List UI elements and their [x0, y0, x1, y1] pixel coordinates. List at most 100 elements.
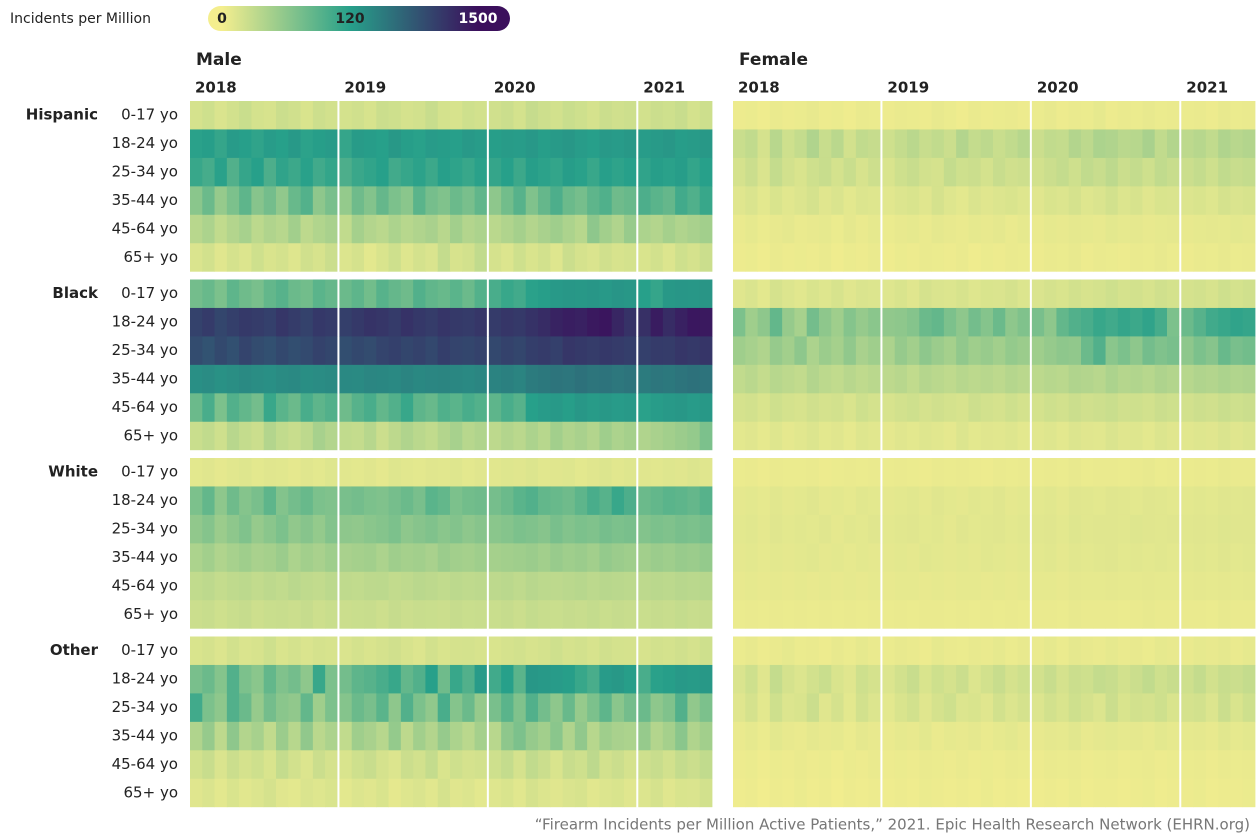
- heat-cell: [650, 543, 664, 573]
- heat-cell: [587, 307, 600, 337]
- heat-cell: [525, 393, 539, 423]
- heat-cell: [388, 600, 402, 629]
- heat-cell: [699, 693, 713, 723]
- heat-cell: [488, 778, 502, 808]
- heat-cell: [276, 279, 289, 309]
- heat-cell: [462, 129, 475, 159]
- heat-cell: [1056, 364, 1070, 394]
- heat-cell: [745, 721, 758, 751]
- heat-cell: [1056, 778, 1070, 808]
- heat-cell: [733, 364, 746, 394]
- heat-cell: [525, 721, 539, 751]
- heat-cell: [931, 307, 945, 337]
- heat-cell: [1230, 243, 1244, 272]
- heat-cell: [525, 279, 539, 309]
- heat-cell: [488, 364, 502, 394]
- heat-cell: [376, 486, 389, 516]
- heat-cell: [1081, 157, 1094, 187]
- heat-cell: [1017, 664, 1030, 694]
- heat-cell: [1117, 543, 1131, 573]
- heat-cell: [550, 364, 563, 394]
- heat-cell: [1105, 721, 1119, 751]
- heat-cell: [1056, 101, 1070, 130]
- heat-cell: [239, 186, 252, 216]
- heat-cell: [1181, 243, 1194, 272]
- heat-cell: [525, 636, 539, 666]
- heat-cell: [425, 186, 439, 216]
- heat-cell: [1056, 393, 1070, 423]
- heat-cell: [263, 750, 277, 780]
- heat-cell: [276, 693, 289, 723]
- heat-cell: [501, 664, 514, 694]
- heat-cell: [550, 307, 563, 337]
- heat-cell: [1167, 636, 1180, 666]
- heat-cell: [1130, 750, 1143, 780]
- heat-cell: [312, 393, 326, 423]
- heat-cell: [300, 279, 314, 309]
- heat-cell: [868, 421, 881, 451]
- heat-cell: [662, 157, 676, 187]
- heat-cell: [376, 543, 389, 573]
- heat-cell: [919, 636, 932, 666]
- heat-cell: [599, 157, 613, 187]
- heat-cell: [1105, 214, 1119, 244]
- heat-cell: [501, 336, 514, 366]
- heat-cell: [263, 636, 277, 666]
- heat-cell: [226, 721, 240, 751]
- heat-cell: [425, 571, 439, 601]
- heat-cell: [1031, 214, 1045, 244]
- heat-cell: [843, 364, 857, 394]
- heat-cell: [513, 214, 527, 244]
- heat-cell: [1193, 243, 1207, 272]
- heat-cell: [943, 778, 957, 808]
- heat-cell: [276, 543, 289, 573]
- heat-cell: [1105, 778, 1119, 808]
- heat-cell: [263, 243, 277, 272]
- heat-cell: [993, 543, 1006, 573]
- heat-cell: [843, 101, 857, 130]
- heat-cell: [587, 129, 600, 159]
- heat-cell: [325, 101, 338, 130]
- race-label: Black: [52, 284, 99, 302]
- heat-cell: [968, 600, 982, 629]
- heat-cell: [1205, 214, 1219, 244]
- heat-cell: [190, 214, 203, 244]
- heat-cell: [190, 279, 203, 309]
- heat-cell: [769, 186, 783, 216]
- heat-cell: [1218, 693, 1231, 723]
- heat-cell: [251, 421, 265, 451]
- heat-cell: [202, 600, 215, 629]
- heat-cell: [312, 421, 326, 451]
- heat-cell: [1193, 129, 1207, 159]
- heat-cell: [782, 214, 795, 244]
- heat-cell: [462, 393, 475, 423]
- heat-cell: [450, 664, 463, 694]
- heat-cell: [699, 600, 713, 629]
- heat-cell: [1093, 600, 1106, 629]
- heat-cell: [868, 364, 881, 394]
- age-label: 35-44 yo: [112, 191, 178, 209]
- heat-cell: [1117, 101, 1131, 130]
- heat-cell: [1205, 336, 1219, 366]
- heat-cell: [1031, 693, 1045, 723]
- heat-cell: [675, 364, 688, 394]
- heat-cell: [794, 458, 808, 487]
- heat-cell: [325, 307, 338, 337]
- heat-cell: [1193, 279, 1207, 309]
- heat-cell: [745, 157, 758, 187]
- heat-cell: [1242, 600, 1256, 629]
- heat-cell: [214, 279, 228, 309]
- heat-cell: [919, 693, 932, 723]
- heat-cell: [1230, 336, 1244, 366]
- heat-cell: [919, 393, 932, 423]
- heat-cell: [868, 664, 881, 694]
- heat-cell: [462, 214, 475, 244]
- heat-cell: [1068, 750, 1082, 780]
- heat-cell: [931, 778, 945, 808]
- heat-cell: [968, 336, 982, 366]
- heat-cell: [388, 279, 402, 309]
- heat-cell: [587, 214, 600, 244]
- heat-cell: [562, 721, 576, 751]
- heat-cell: [1230, 514, 1244, 544]
- heat-cell: [675, 750, 688, 780]
